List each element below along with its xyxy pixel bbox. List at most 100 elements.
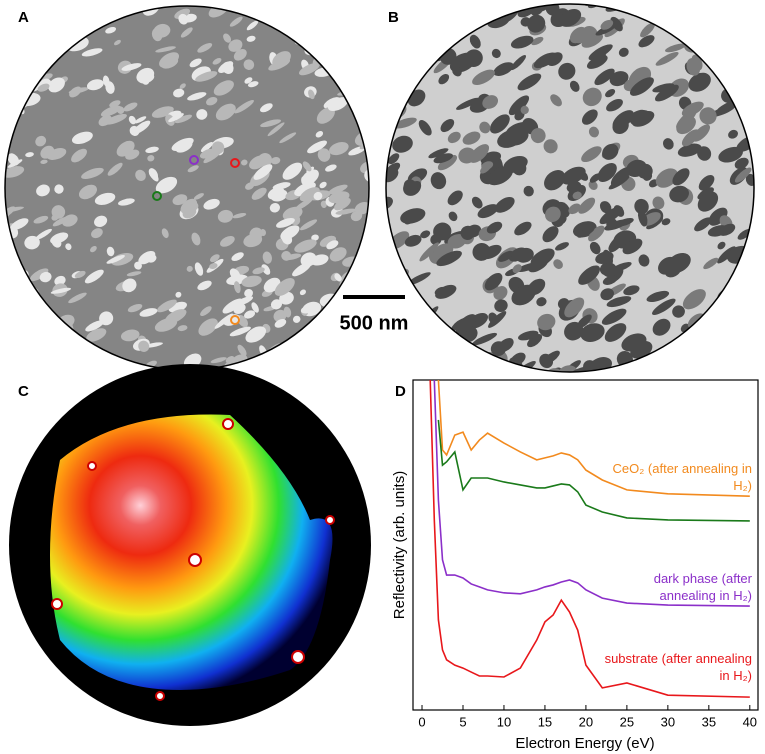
texture [547,52,563,66]
texture [274,318,287,328]
texture [325,46,340,55]
texture [527,333,543,348]
texture [153,23,171,38]
texture [241,159,248,166]
texture [231,252,244,261]
texture [261,264,271,275]
texture [460,225,475,240]
texture [260,103,273,113]
texture [52,216,69,227]
texture [373,10,382,19]
texture [129,125,140,137]
texture [589,241,601,255]
texture [688,72,711,92]
texture [462,131,481,145]
x-tick-label: 30 [661,714,675,729]
texture [599,206,623,225]
texture [489,114,510,134]
texture [172,0,181,5]
texture [699,47,711,57]
texture [308,89,315,100]
texture [559,8,582,27]
texture [749,76,754,94]
texture [247,81,259,88]
texture [543,139,558,154]
texture [608,231,629,252]
texture [294,239,317,253]
texture [600,288,614,301]
texture [319,181,327,189]
texture [251,187,267,200]
texture [86,79,104,91]
texture [197,43,213,53]
texture [328,184,348,195]
texture [292,315,301,323]
texture [217,209,234,223]
texture [10,337,20,347]
texture [669,185,689,203]
texture [445,359,465,372]
texture [623,285,640,296]
texture [65,243,72,251]
texture [5,346,6,354]
texture [717,339,732,354]
texture [442,368,459,372]
texture [66,6,83,16]
texture [213,80,234,96]
texture [588,180,598,190]
texture [29,268,49,282]
texture [197,280,212,291]
texture [734,167,752,183]
texture [222,61,234,75]
texture [327,97,349,112]
texture [508,95,530,116]
texture [466,364,487,372]
texture [433,222,452,241]
marker [189,155,199,165]
texture [234,99,254,114]
texture [518,330,539,341]
texture [10,218,29,230]
texture [419,242,439,262]
texture [11,285,29,299]
texture [310,254,329,266]
texture [386,196,393,211]
texture [161,228,169,239]
texture [350,210,363,222]
texture [51,205,66,219]
texture [457,370,469,372]
texture [577,314,592,328]
texture [437,154,458,171]
texture [317,336,326,344]
texture [241,275,262,288]
texture [717,241,726,250]
texture [652,83,675,93]
texture [629,109,652,127]
texture [738,4,754,21]
texture [642,171,653,181]
texture [452,66,462,77]
texture [5,76,11,91]
texture [447,4,469,15]
texture [210,357,227,364]
texture [149,170,159,182]
texture [159,52,180,68]
texture [98,115,112,127]
texture [718,223,736,236]
texture [80,6,88,10]
texture [245,182,255,190]
texture [544,170,566,191]
texture [249,227,263,241]
texture [447,234,467,249]
texture [755,196,765,211]
texture [492,371,516,387]
image-a [5,0,382,370]
texture [405,44,431,57]
texture [553,259,563,269]
texture [193,193,204,200]
texture [404,234,422,247]
texture [349,6,358,7]
series-line [433,380,750,607]
texture [389,101,400,112]
texture [187,92,207,101]
